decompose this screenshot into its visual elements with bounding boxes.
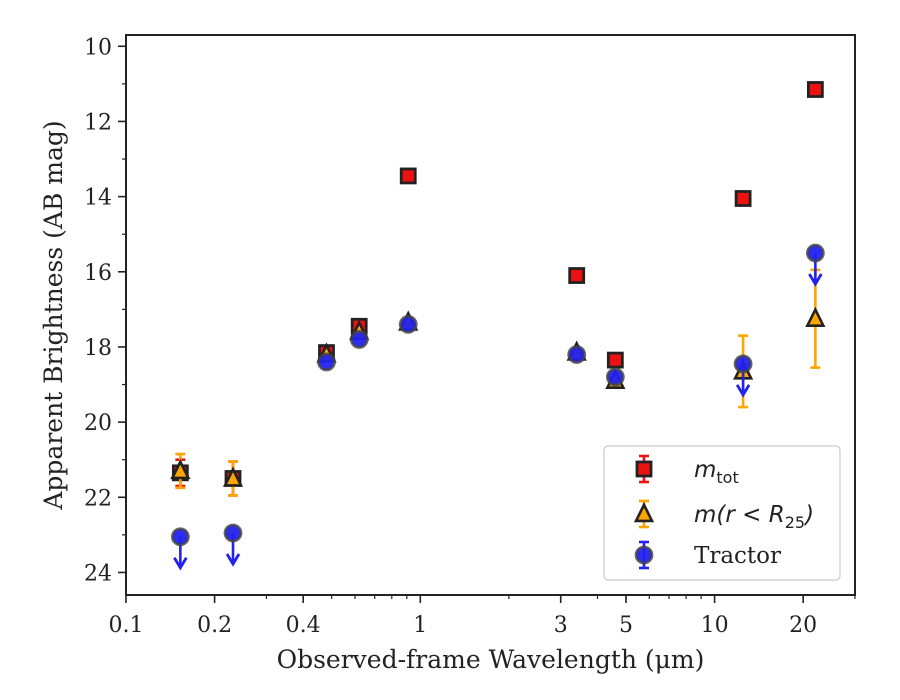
x-tick-label: 5 bbox=[619, 613, 633, 638]
data-point-square bbox=[734, 190, 752, 207]
data-point-square bbox=[606, 351, 624, 369]
legend-label: m(r < R25) bbox=[694, 502, 814, 532]
y-tick-label: 12 bbox=[84, 110, 112, 135]
legend-label-part: m(r < R bbox=[694, 502, 785, 528]
legend-label-part: m bbox=[694, 457, 716, 483]
upper-limit-arrow-head bbox=[735, 384, 751, 398]
data-point-circle bbox=[567, 345, 587, 364]
data-point-square bbox=[568, 267, 586, 284]
legend-label: Tractor bbox=[694, 543, 781, 569]
y-tick-label: 16 bbox=[84, 261, 112, 286]
legend-label: mtot bbox=[694, 457, 739, 487]
x-tick-label: 10 bbox=[701, 613, 729, 638]
legend-marker-square bbox=[635, 460, 653, 478]
x-tick-label: 0.1 bbox=[109, 613, 144, 638]
legend-label-part: 25 bbox=[785, 513, 805, 532]
x-tick-label: 0.4 bbox=[286, 613, 321, 638]
data-point-circle bbox=[398, 314, 418, 334]
y-tick-label: 14 bbox=[84, 186, 112, 211]
x-tick-label: 3 bbox=[554, 613, 568, 638]
y-tick-label: 20 bbox=[84, 411, 112, 436]
x-tick-label: 1 bbox=[413, 613, 427, 638]
legend-marker-triangle bbox=[633, 501, 655, 523]
data-point-circle bbox=[170, 527, 190, 547]
data-point-triangle bbox=[805, 306, 826, 327]
legend-item-mtot: mtot bbox=[635, 454, 739, 487]
y-tick-label: 24 bbox=[84, 561, 112, 586]
upper-limit-arrow-head bbox=[173, 557, 188, 571]
legend-item-tractor: Tractor bbox=[634, 540, 781, 570]
plot-frame bbox=[125, 34, 856, 596]
marks-layer bbox=[170, 81, 826, 571]
data-point-circle bbox=[733, 354, 753, 374]
data-point-triangle bbox=[170, 458, 191, 480]
legend-label-part: tot bbox=[716, 468, 738, 487]
legend-frame bbox=[603, 445, 841, 581]
series-tractor bbox=[170, 243, 825, 571]
upper-limit-arrow-head bbox=[808, 273, 823, 287]
x-axis-label: Observed-frame Wavelength (μm) bbox=[277, 645, 705, 674]
x-tick-label: 0.2 bbox=[197, 613, 232, 638]
data-point-square bbox=[399, 167, 417, 185]
data-point-circle bbox=[805, 243, 825, 263]
y-tick-label: 10 bbox=[84, 35, 112, 60]
data-point-circle bbox=[317, 352, 336, 372]
data-point-circle bbox=[349, 330, 369, 349]
legend-item-mr25: m(r < R25) bbox=[633, 499, 814, 532]
y-axis-label: Apparent Brightness (AB mag) bbox=[39, 120, 68, 510]
data-point-circle bbox=[605, 367, 625, 387]
legend: mtot m(r < R25) Tractor bbox=[603, 445, 841, 581]
data-point-square bbox=[806, 81, 824, 98]
legend-label-part: ) bbox=[803, 502, 814, 528]
series-mtot bbox=[171, 81, 824, 497]
x-tick-label: 20 bbox=[789, 613, 817, 638]
legend-marker-circle bbox=[634, 545, 654, 565]
data-point-triangle bbox=[222, 466, 244, 487]
y-tick-label: 18 bbox=[84, 336, 112, 361]
ticks-layer: 10 12 14 16 18 20 22 24 0.1 0.2 0.4 1 3 5 10 20 bbox=[84, 35, 856, 638]
y-tick-label: 22 bbox=[84, 486, 112, 511]
data-point-circle bbox=[223, 523, 243, 543]
upper-limit-arrow-head bbox=[225, 553, 241, 567]
